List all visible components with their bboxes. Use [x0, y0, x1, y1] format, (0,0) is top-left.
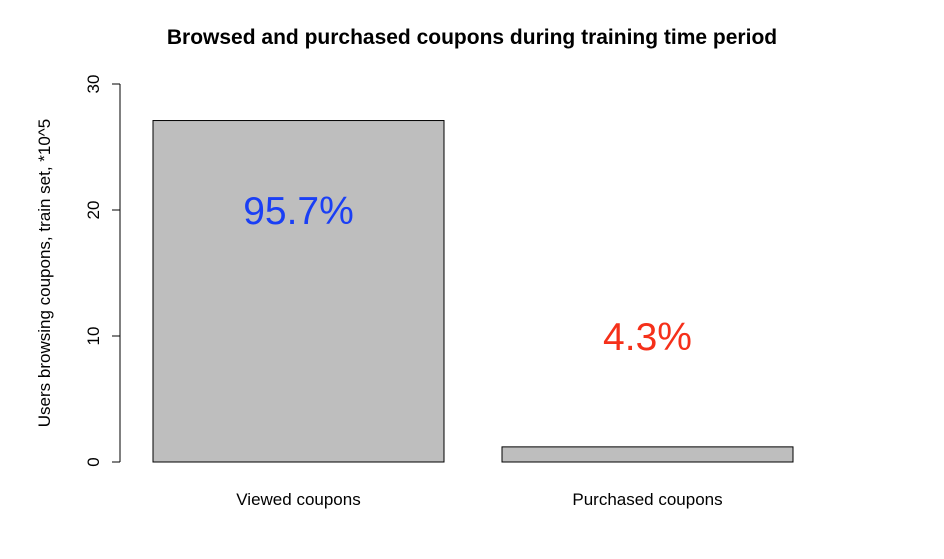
y-tick-label: 10: [84, 327, 103, 346]
percent-annotations: 95.7% 4.3%: [243, 190, 692, 359]
y-tick-label: 30: [84, 75, 103, 94]
y-axis-label: Users browsing coupons, train set, *10^5: [35, 119, 54, 427]
bars: [152, 120, 794, 463]
bar-purchased: [501, 446, 794, 463]
chart-title: Browsed and purchased coupons during tra…: [167, 26, 777, 49]
bar-viewed: [152, 120, 445, 463]
category-labels: Viewed coupons Purchased coupons: [236, 490, 722, 509]
category-label: Purchased coupons: [572, 490, 722, 509]
percent-label: 95.7%: [243, 190, 354, 233]
y-tick-label: 20: [84, 201, 103, 220]
y-tick-label: 0: [84, 457, 103, 466]
y-ticks: 0 10 20 30: [84, 75, 120, 467]
y-axis: 0 10 20 30: [84, 75, 121, 467]
percent-label: 4.3%: [603, 316, 692, 359]
category-label: Viewed coupons: [236, 490, 360, 509]
